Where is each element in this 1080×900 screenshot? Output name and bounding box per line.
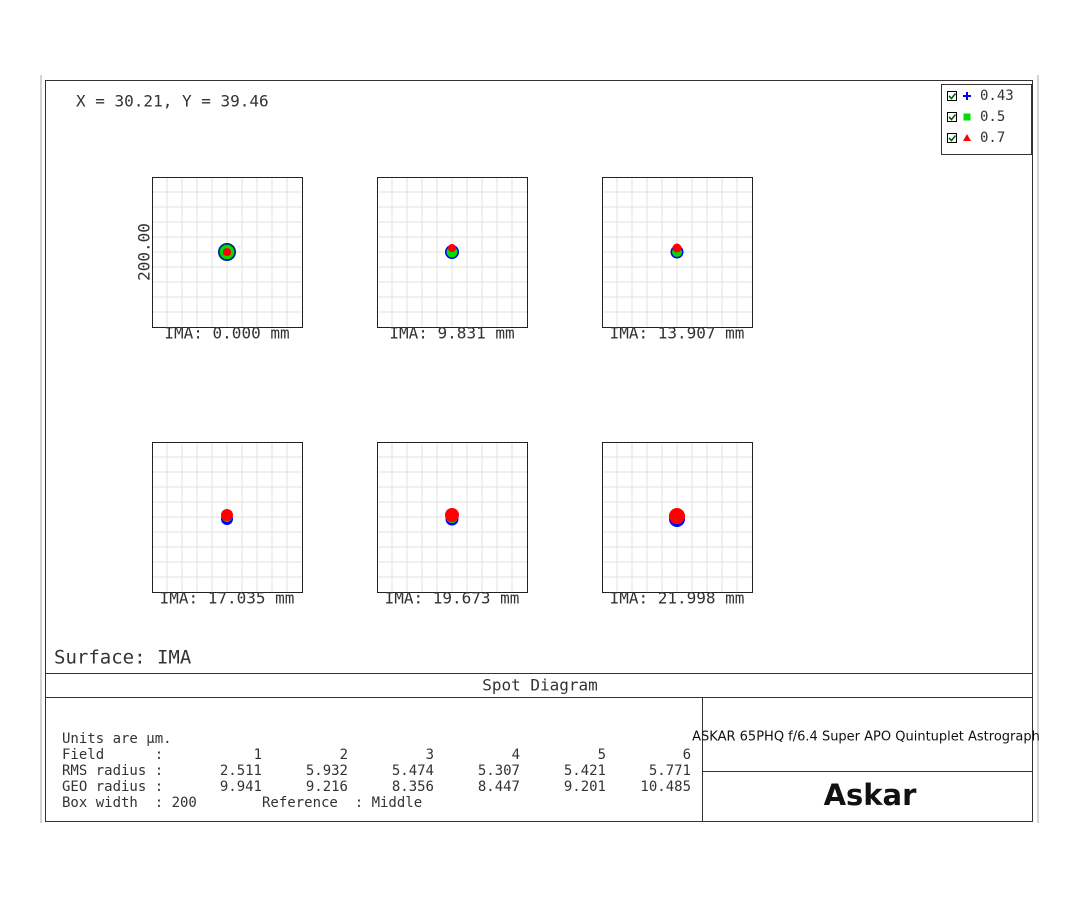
info-value: 5.307 — [478, 763, 520, 779]
info-label: Field : — [62, 747, 163, 763]
reference: Reference : Middle — [262, 795, 422, 811]
info-value: 5.771 — [649, 763, 691, 779]
cursor-readout: X = 30.21, Y = 39.46 — [76, 92, 269, 111]
info-value: 2.511 — [220, 763, 262, 779]
legend-label: 0.5 — [980, 109, 1005, 125]
info-value: 10.485 — [640, 779, 691, 795]
spot-panel — [377, 442, 528, 593]
info-value: 9.941 — [220, 779, 262, 795]
info-value: 4 — [512, 747, 520, 763]
legend-check — [948, 114, 957, 121]
panel-label: IMA: 13.907 mm — [610, 324, 745, 343]
info-value: 5.421 — [564, 763, 606, 779]
legend-checkbox — [947, 91, 957, 101]
info-value: 8.356 — [392, 779, 434, 795]
panel-label: IMA: 0.000 mm — [164, 324, 289, 343]
box-width: Box width : 200 — [62, 795, 197, 811]
logo: Askar — [824, 778, 918, 812]
spot-ring — [218, 243, 236, 261]
legend-checkbox — [947, 112, 957, 122]
legend-marker — [963, 113, 971, 121]
spot-red-core — [223, 248, 231, 255]
spot-red — [672, 243, 682, 253]
spot-red — [448, 244, 456, 252]
spot-panel — [152, 177, 303, 328]
product-name: ASKAR 65PHQ f/6.4 Super APO Quintuplet A… — [692, 730, 1040, 745]
info-value: 5.474 — [392, 763, 434, 779]
spot-red — [669, 508, 685, 524]
legend-marker — [963, 92, 971, 100]
spot-panel — [377, 177, 528, 328]
legend-marker — [963, 134, 971, 141]
legend-label: 0.43 — [980, 88, 1014, 104]
spot-red — [221, 509, 233, 521]
units-note: Units are µm. — [62, 731, 172, 747]
legend-check — [948, 135, 957, 142]
info-label: GEO radius : — [62, 779, 163, 795]
panel-label: IMA: 9.831 mm — [389, 324, 514, 343]
info-value: 1 — [254, 747, 262, 763]
info-value: 5.932 — [306, 763, 348, 779]
info-value: 2 — [340, 747, 348, 763]
info-value: 8.447 — [478, 779, 520, 795]
info-value: 9.216 — [306, 779, 348, 795]
surface-label: Surface: IMA — [54, 647, 192, 669]
spot-panel — [602, 442, 753, 593]
panel-label: IMA: 17.035 mm — [160, 589, 295, 608]
legend-check — [948, 93, 957, 100]
scale-label: 200.00 — [135, 223, 154, 281]
info-label: RMS radius : — [62, 763, 163, 779]
frame — [45, 80, 1033, 822]
diagram-title: Spot Diagram — [482, 676, 598, 695]
legend-checkbox — [947, 133, 957, 143]
info-value: 9.201 — [564, 779, 606, 795]
spot-red — [445, 508, 459, 522]
legend-label: 0.7 — [980, 130, 1005, 146]
spot-panel — [602, 177, 753, 328]
info-value: 5 — [598, 747, 606, 763]
info-value: 6 — [683, 747, 691, 763]
info-value: 3 — [426, 747, 434, 763]
panel-label: IMA: 21.998 mm — [610, 589, 745, 608]
spot-panel — [152, 442, 303, 593]
panel-label: IMA: 19.673 mm — [385, 589, 520, 608]
